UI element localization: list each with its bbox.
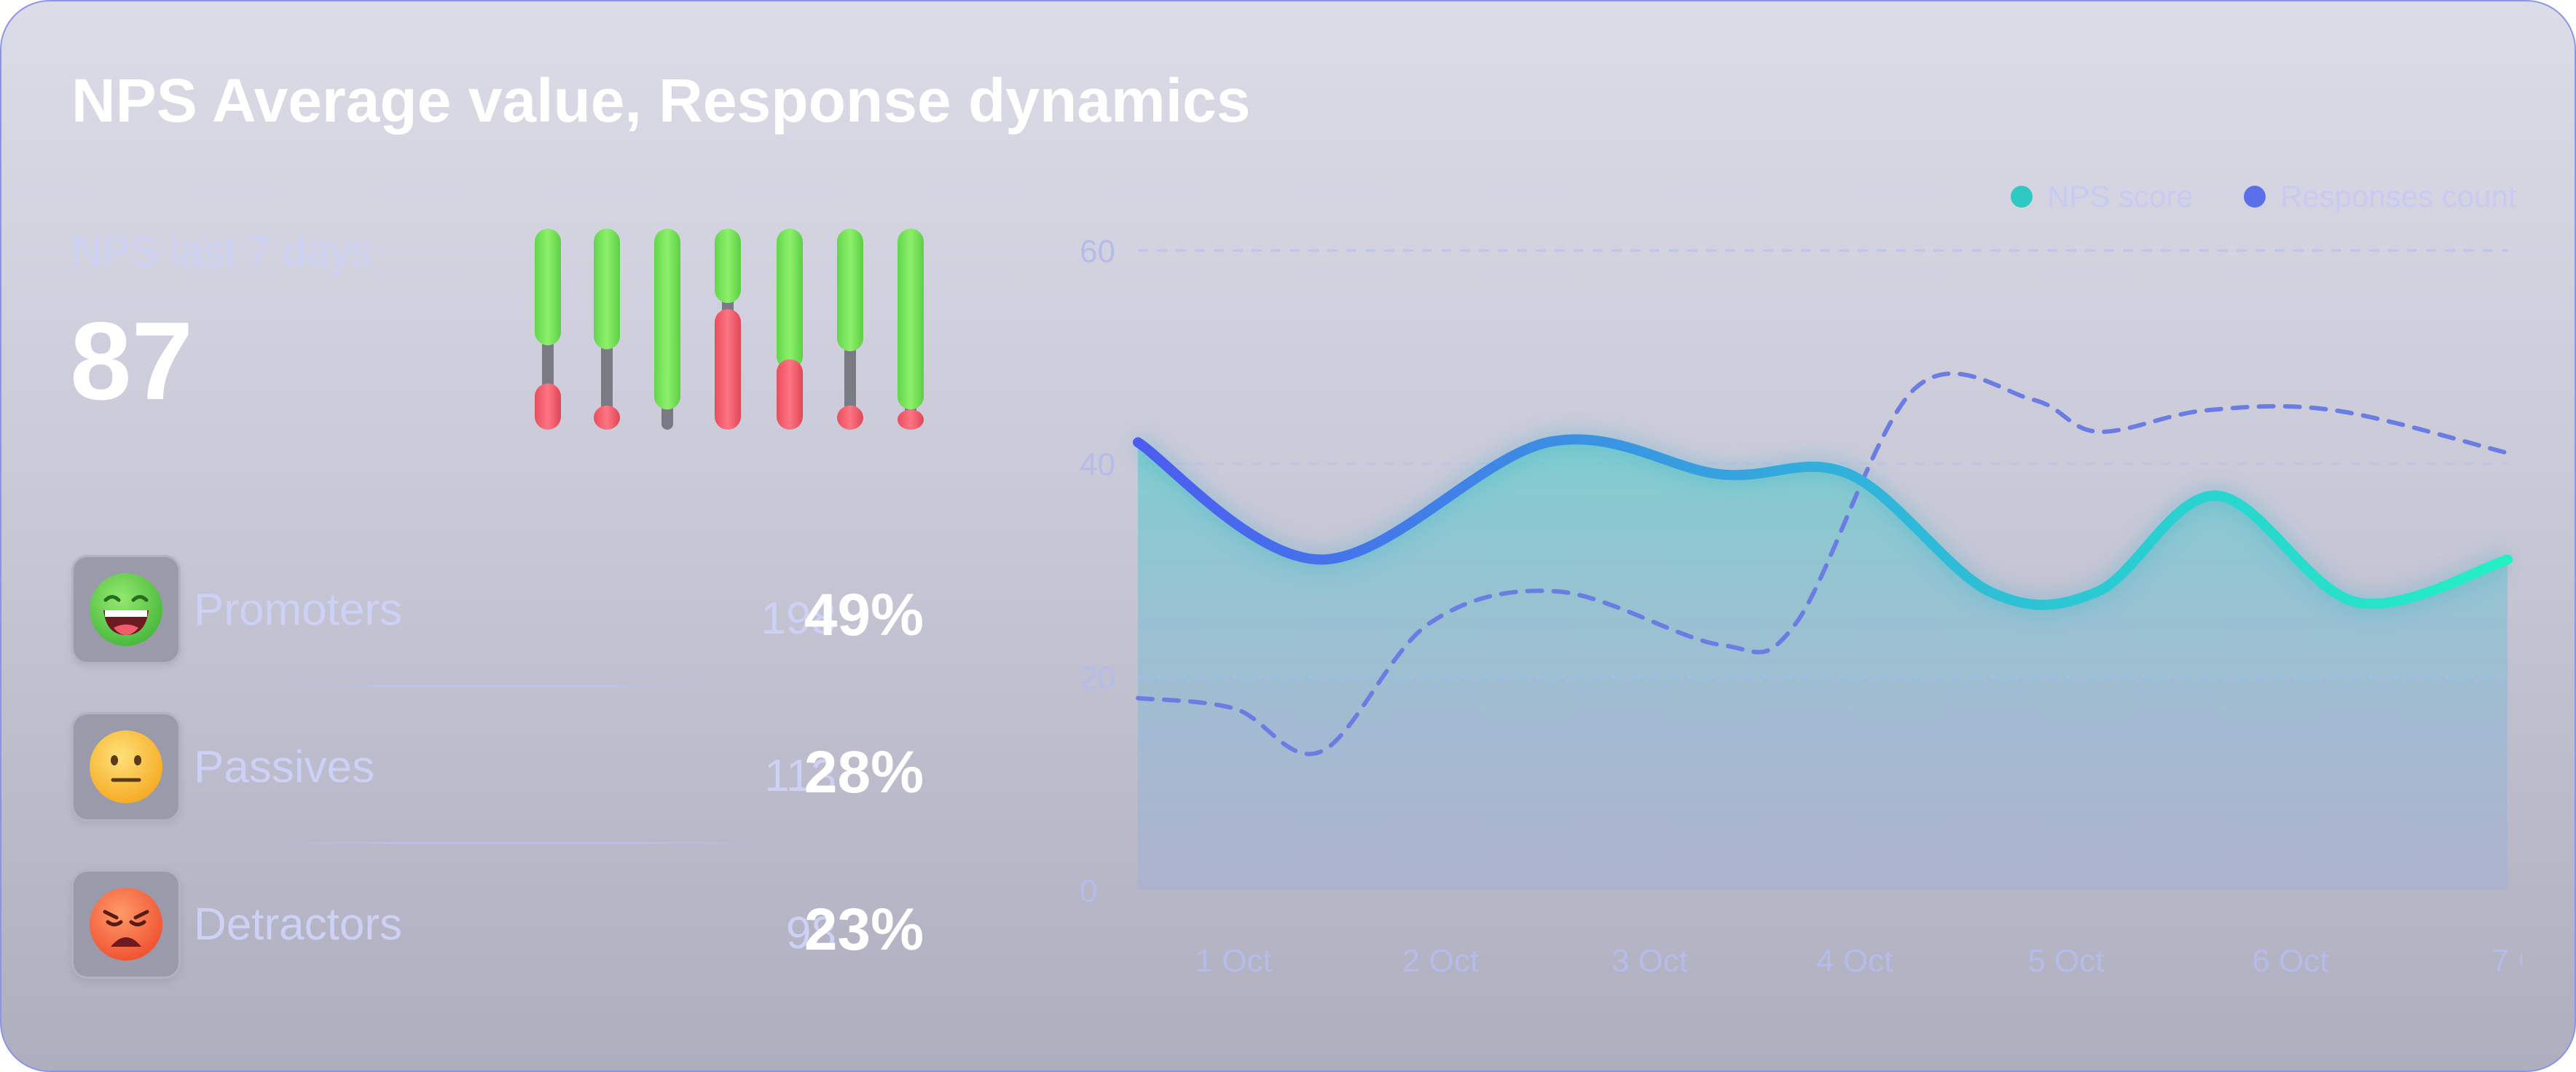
segment-count: 113: [764, 751, 836, 801]
segment-percent: 23%: [804, 896, 924, 963]
nps-period-label: NPS last 7 days: [71, 228, 372, 275]
responses-count-line: [1136, 371, 2510, 757]
row-divider: [264, 842, 774, 844]
legend-item-responses-count: Responses count: [2244, 179, 2517, 214]
segment-label: Promoters: [194, 585, 402, 635]
legend-label: Responses count: [2280, 179, 2517, 213]
segment-label: Passives: [194, 742, 375, 792]
segment-label: Detractors: [194, 899, 402, 950]
nps-score-area: [1138, 439, 2508, 890]
nps-score-line: [1133, 434, 2513, 610]
x-tick-label: 4 Oct: [1816, 943, 1893, 979]
mini-bar-negative: [837, 405, 863, 430]
mini-bar-negative: [715, 309, 741, 430]
segment-row-promoters: Promoters 198 49%: [71, 555, 931, 666]
mini-bar-negative: [898, 409, 924, 430]
x-tick-label: 5 Oct: [2027, 943, 2104, 979]
y-tick-label: 20: [1080, 660, 1115, 695]
segment-row-passives: Passives 113 28%: [71, 712, 931, 823]
mini-bar-negative: [777, 359, 803, 430]
x-tick-label: 3 Oct: [1611, 943, 1688, 979]
segment-percent: 28%: [804, 739, 924, 805]
legend-item-nps-score: NPS score: [2011, 179, 2194, 214]
mini-bar-positive: [898, 229, 924, 410]
x-tick-label: 2 Oct: [1402, 943, 1479, 979]
card-title: NPS Average value, Response dynamics: [71, 66, 1251, 135]
segment-percent: 49%: [804, 582, 924, 648]
nps-response-line-chart: 0 20 40 60 1 Oct 2 Oct 3 Oct 4 Oct 5 Oct 6 Oct 7 O…: [1080, 234, 2522, 979]
nps-average-value: 87: [70, 299, 194, 423]
daily-nps-mini-bars: [535, 229, 924, 430]
mini-bar-positive: [654, 229, 680, 410]
x-tick-label: 1 Oct: [1195, 943, 1272, 979]
x-tick-label: 7 Oct: [2491, 943, 2522, 979]
y-tick-label: 40: [1080, 447, 1115, 483]
mini-bar-negative: [535, 383, 561, 430]
y-tick-label: 60: [1080, 234, 1115, 269]
mini-bar-positive: [777, 229, 803, 370]
mini-bar-positive: [535, 229, 561, 346]
mini-bar-positive: [715, 229, 741, 304]
grinning-face-icon: [71, 555, 181, 664]
y-tick-label: 0: [1080, 873, 1097, 909]
legend-swatch: [2244, 186, 2266, 208]
x-tick-label: 6 Oct: [2252, 943, 2328, 979]
legend-swatch: [2011, 186, 2033, 208]
segment-count: 98: [786, 908, 836, 958]
legend-label: NPS score: [2047, 179, 2194, 213]
segment-count: 198: [761, 594, 836, 644]
mini-bar-positive: [594, 229, 620, 350]
row-divider: [264, 685, 730, 687]
segment-row-detractors: Detractors 98 23%: [71, 870, 931, 980]
neutral-face-icon: [71, 712, 181, 821]
mini-bar-negative: [594, 405, 620, 430]
mini-bar-positive: [837, 229, 863, 352]
upset-face-icon: [71, 870, 181, 979]
